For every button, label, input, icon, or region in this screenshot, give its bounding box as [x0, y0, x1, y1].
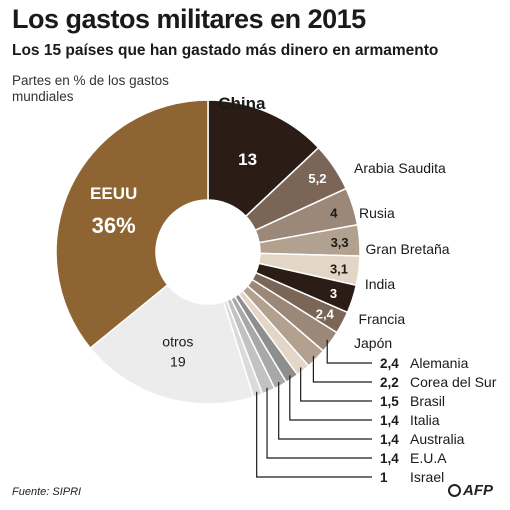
slice-name-rusia: Rusia [359, 205, 395, 221]
leader-line-e-u-a [266, 387, 372, 459]
unit-note: Partes en % de los gastos mundiales [12, 73, 169, 104]
slice-label-otros: otros [162, 334, 193, 350]
chart-subtitle: Los 15 países que han gastado más dinero… [12, 42, 439, 59]
slice-name-arabia-saudita: Arabia Saudita [354, 160, 446, 176]
slice-name-australia: Australia [410, 431, 465, 447]
slice-value-india: 3,1 [330, 261, 348, 276]
slice-name-corea-del-sur: Corea del Sur [410, 374, 497, 390]
chart-title: Los gastos militares en 2015 [12, 4, 366, 34]
slice-value-otros: 19 [170, 354, 186, 370]
slice-value-brasil: 1,5 [380, 394, 399, 409]
globe-icon [448, 484, 461, 497]
leader-line-italia [289, 375, 372, 421]
slice-otros [89, 283, 255, 405]
slice-name-brasil: Brasil [410, 393, 445, 409]
slice-value-francia: 3 [330, 286, 337, 301]
slice-name-japon: Japón [354, 335, 392, 351]
slice-value-israel: 1 [380, 470, 388, 485]
leader-line-australia [278, 382, 372, 440]
slice-value-alemania: 2,4 [380, 356, 399, 371]
slice-name-china: China [218, 94, 266, 113]
slice-value-italia: 1,4 [380, 413, 399, 428]
slice-value-gran-bretana: 3,3 [331, 235, 349, 250]
slice-name-india: India [365, 276, 396, 292]
afp-logo: AFP [448, 482, 493, 499]
slice-label-eeuu: EEUU [90, 184, 137, 203]
logo-text: AFP [463, 482, 493, 499]
slice-value-e-u-a: 1,4 [380, 451, 399, 466]
leader-line-alemania [326, 339, 372, 364]
slice-name-israel: Israel [410, 469, 444, 485]
slice-value-arabia-saudita: 5,2 [308, 171, 326, 186]
leader-line-corea-del-sur [312, 355, 372, 383]
slice-value-china: 13 [238, 150, 257, 169]
slice-name-e-u-a: E.U.A [410, 450, 447, 466]
slice-value-rusia: 4 [330, 205, 338, 220]
slice-name-alemania: Alemania [410, 355, 469, 371]
slice-name-francia: Francia [359, 311, 406, 327]
slice-value-corea-del-sur: 2,2 [380, 375, 399, 390]
slice-value-australia: 1,4 [380, 432, 399, 447]
slice-value-japon: 2,4 [316, 306, 335, 321]
slice-value-eeuu: 36% [92, 213, 136, 238]
source-note: Fuente: SIPRI [12, 486, 82, 498]
slice-name-italia: Italia [410, 412, 440, 428]
slice-eeuu [55, 99, 209, 350]
slice-name-gran-bretana: Gran Bretaña [366, 241, 450, 257]
leader-line-israel [256, 391, 372, 478]
slice-china [207, 99, 320, 218]
leader-line-brasil [300, 367, 372, 402]
